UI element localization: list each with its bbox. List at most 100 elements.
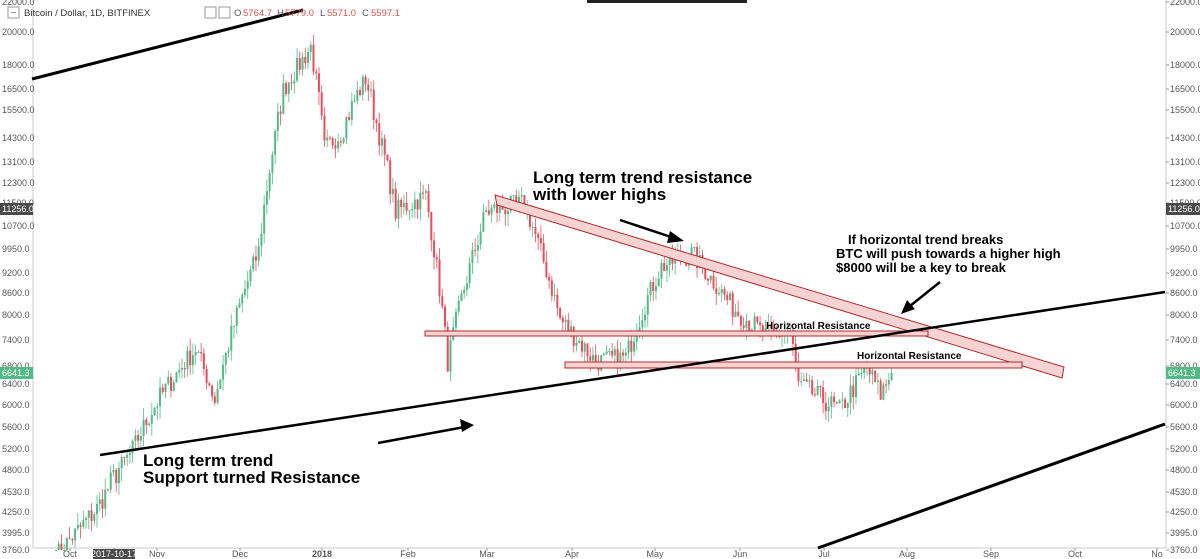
candle-body[interactable] xyxy=(301,56,304,70)
candle-body[interactable] xyxy=(241,294,244,304)
candle-body[interactable] xyxy=(98,499,101,504)
candle-body[interactable] xyxy=(613,349,616,356)
candle-body[interactable] xyxy=(570,326,573,332)
candle-body[interactable] xyxy=(742,325,745,328)
candle-body[interactable] xyxy=(126,455,129,458)
candle-body[interactable] xyxy=(616,349,619,369)
candle-body[interactable] xyxy=(816,385,819,395)
candle-body[interactable] xyxy=(216,389,219,403)
candle-body[interactable] xyxy=(356,90,359,101)
candle-body[interactable] xyxy=(254,256,257,261)
candle-body[interactable] xyxy=(279,111,282,114)
candle-body[interactable] xyxy=(707,278,710,281)
candle-body[interactable] xyxy=(641,320,644,328)
candle-body[interactable] xyxy=(633,341,636,352)
candle-body[interactable] xyxy=(523,195,526,210)
candle-body[interactable] xyxy=(260,233,263,247)
candle-body[interactable] xyxy=(189,350,192,366)
candle-body[interactable] xyxy=(315,71,318,74)
candle-body[interactable] xyxy=(833,396,836,403)
candle-body[interactable] xyxy=(413,199,416,209)
candle-body[interactable] xyxy=(709,275,712,281)
candle-body[interactable] xyxy=(460,293,463,301)
candle-body[interactable] xyxy=(252,256,255,270)
candle-body[interactable] xyxy=(542,243,545,262)
candle-body[interactable] xyxy=(718,293,720,295)
candle-body[interactable] xyxy=(367,84,370,91)
candle-body[interactable] xyxy=(827,406,830,412)
candle-body[interactable] xyxy=(211,385,214,397)
candle-body[interactable] xyxy=(589,356,592,361)
candle-body[interactable] xyxy=(323,115,326,141)
candle-body[interactable] xyxy=(230,325,233,351)
candle-body[interactable] xyxy=(674,257,677,264)
candle-body[interactable] xyxy=(139,435,142,441)
candle-body[interactable] xyxy=(556,294,559,309)
candle-body[interactable] xyxy=(794,343,797,363)
candle-body[interactable] xyxy=(520,195,523,197)
candle-body[interactable] xyxy=(150,415,153,424)
candle-body[interactable] xyxy=(575,342,578,346)
candle-body[interactable] xyxy=(391,188,394,194)
candle-body[interactable] xyxy=(350,101,353,120)
candle-body[interactable] xyxy=(463,289,466,294)
candle-body[interactable] xyxy=(364,76,367,85)
candle-body[interactable] xyxy=(400,199,403,208)
candle-body[interactable] xyxy=(876,380,879,382)
candle-body[interactable] xyxy=(331,138,334,146)
candle-body[interactable] xyxy=(109,472,112,490)
candle-body[interactable] xyxy=(605,351,608,354)
candle-body[interactable] xyxy=(750,329,753,331)
candle-body[interactable] xyxy=(756,316,759,323)
candle-body[interactable] xyxy=(268,172,271,192)
candle-body[interactable] xyxy=(276,111,279,132)
candle-body[interactable] xyxy=(860,373,863,375)
candle-body[interactable] xyxy=(57,543,60,550)
candle-body[interactable] xyxy=(304,56,307,64)
candle-body[interactable] xyxy=(345,116,348,139)
candle-body[interactable] xyxy=(498,203,501,213)
candle-body[interactable] xyxy=(405,202,408,211)
candle-body[interactable] xyxy=(726,294,729,301)
candle-body[interactable] xyxy=(148,423,151,426)
candle-body[interactable] xyxy=(359,90,362,95)
candle-body[interactable] xyxy=(227,350,230,353)
candle-body[interactable] xyxy=(731,293,734,317)
candle-body[interactable] xyxy=(326,137,329,141)
candle-body[interactable] xyxy=(770,325,773,329)
candle-body[interactable] xyxy=(487,210,490,215)
candle-body[interactable] xyxy=(243,288,246,295)
candle-body[interactable] xyxy=(123,457,126,459)
candle-body[interactable] xyxy=(85,517,88,520)
candle-body[interactable] xyxy=(507,211,510,215)
candle-body[interactable] xyxy=(668,252,671,266)
candle-body[interactable] xyxy=(528,207,531,228)
candle-body[interactable] xyxy=(383,138,386,155)
candle-body[interactable] xyxy=(857,373,860,376)
candle-body[interactable] xyxy=(657,278,660,287)
candle-body[interactable] xyxy=(490,207,493,215)
candle-body[interactable] xyxy=(748,320,751,331)
candle-body[interactable] xyxy=(142,419,145,436)
candle-body[interactable] xyxy=(408,210,411,212)
candle-body[interactable] xyxy=(317,73,320,93)
candle-body[interactable] xyxy=(372,89,375,120)
candle-body[interactable] xyxy=(802,379,805,381)
candle-body[interactable] xyxy=(583,343,586,352)
candle-body[interactable] xyxy=(852,385,855,398)
candle-body[interactable] xyxy=(222,364,225,380)
candle-body[interactable] xyxy=(233,325,236,327)
candle-body[interactable] xyxy=(337,141,340,149)
candle-body[interactable] xyxy=(476,244,479,251)
candle-body[interactable] xyxy=(813,394,816,396)
candle-body[interactable] xyxy=(887,380,890,385)
candle-body[interactable] xyxy=(334,145,337,149)
candle-body[interactable] xyxy=(271,154,274,173)
candle-body[interactable] xyxy=(545,261,548,277)
candle-body[interactable] xyxy=(619,352,622,369)
candle-body[interactable] xyxy=(180,367,183,370)
candle-body[interactable] xyxy=(438,259,441,297)
candle-body[interactable] xyxy=(654,286,657,292)
candle-body[interactable] xyxy=(838,400,841,404)
candle-body[interactable] xyxy=(800,380,803,382)
